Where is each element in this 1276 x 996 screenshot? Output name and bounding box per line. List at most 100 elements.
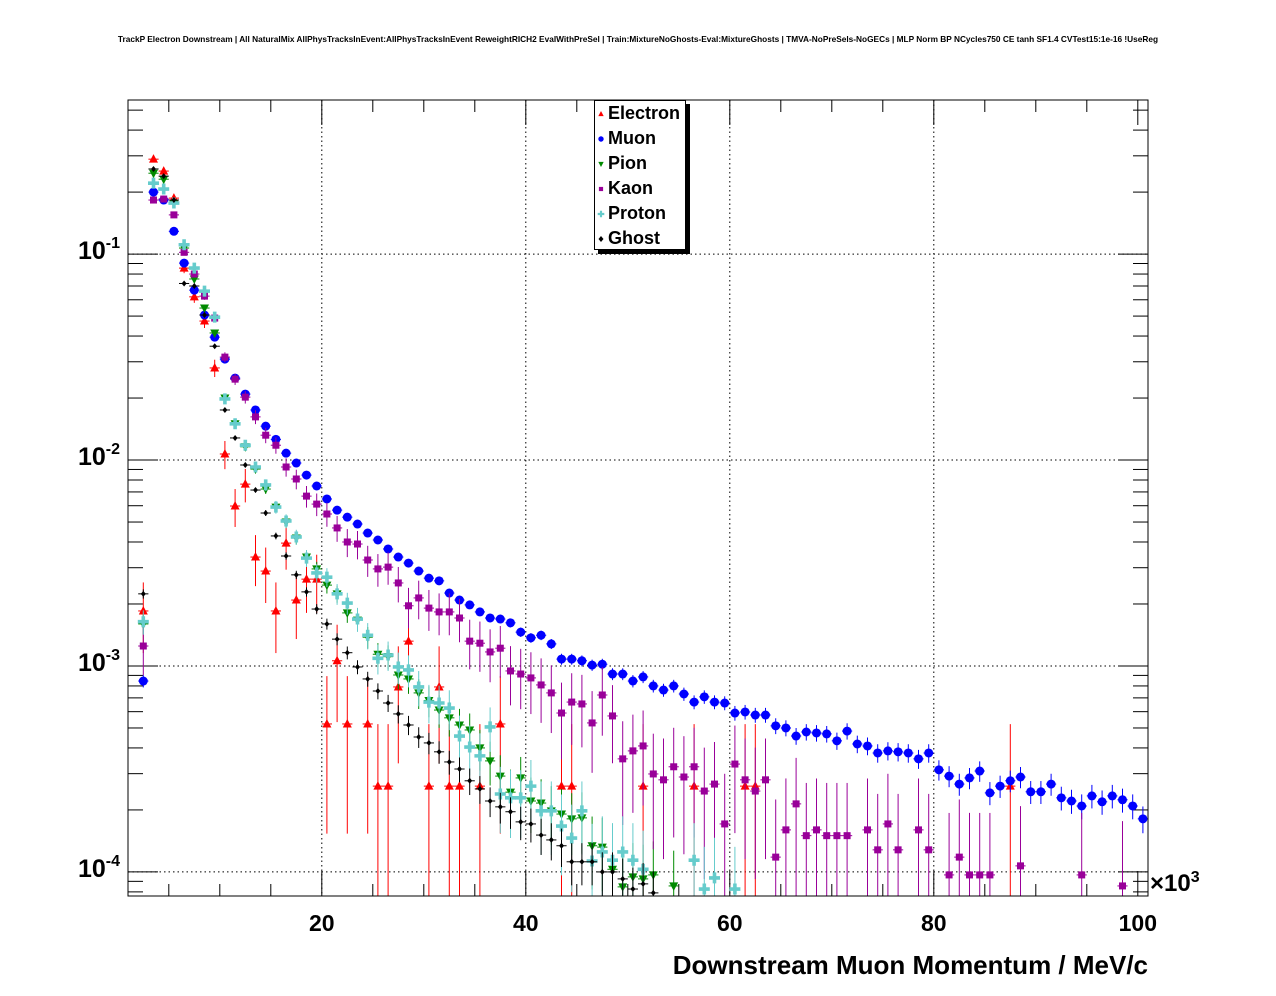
electron-marker bbox=[322, 718, 332, 728]
ghost-marker bbox=[385, 700, 391, 707]
data-point bbox=[189, 282, 200, 289]
data-point bbox=[342, 676, 353, 834]
data-point bbox=[536, 658, 547, 723]
proton-marker bbox=[515, 792, 527, 804]
x-tick-label: 80 bbox=[921, 910, 947, 936]
data-point bbox=[383, 724, 394, 896]
data-point bbox=[474, 776, 485, 804]
ghost-marker bbox=[487, 797, 493, 804]
y-tick-label: 10-4 bbox=[60, 853, 120, 884]
proton-marker bbox=[321, 571, 333, 583]
electron-marker bbox=[598, 110, 604, 116]
muon-marker bbox=[710, 697, 719, 707]
data-point bbox=[392, 652, 404, 685]
data-point bbox=[321, 494, 332, 504]
muon-marker bbox=[628, 676, 638, 686]
muon-marker bbox=[363, 528, 373, 538]
data-point bbox=[1076, 812, 1087, 896]
electron-marker bbox=[495, 718, 505, 728]
data-point bbox=[1005, 770, 1016, 793]
diamond-icon bbox=[598, 235, 604, 242]
data-point bbox=[811, 725, 822, 742]
data-point bbox=[627, 675, 638, 688]
muon-marker bbox=[281, 448, 291, 458]
legend-label: Muon bbox=[608, 128, 656, 148]
ghost-marker bbox=[589, 858, 595, 865]
muon-marker bbox=[1128, 801, 1138, 811]
data-point bbox=[148, 187, 159, 197]
electron-marker bbox=[281, 538, 291, 547]
data-point bbox=[250, 487, 261, 494]
muon-marker bbox=[608, 669, 617, 679]
data-point bbox=[188, 262, 200, 274]
data-point bbox=[607, 852, 618, 896]
data-point bbox=[587, 843, 598, 886]
kaon-marker bbox=[609, 712, 616, 720]
kaon-marker bbox=[568, 698, 576, 706]
muon-marker bbox=[903, 748, 913, 758]
ghost-marker bbox=[457, 766, 462, 773]
data-point bbox=[352, 660, 363, 675]
kaon-marker bbox=[425, 604, 433, 612]
data-point bbox=[423, 684, 435, 724]
y-tick-base: 10 bbox=[77, 648, 106, 677]
data-point bbox=[301, 550, 313, 568]
data-point bbox=[872, 744, 883, 763]
kaon-marker bbox=[558, 709, 565, 717]
muon-marker bbox=[587, 660, 597, 670]
data-point bbox=[587, 691, 598, 773]
data-point bbox=[872, 793, 883, 896]
data-point bbox=[382, 641, 394, 671]
data-point bbox=[260, 510, 271, 517]
data-point bbox=[434, 741, 445, 764]
proton-marker bbox=[382, 649, 394, 661]
data-point bbox=[791, 757, 802, 896]
data-point bbox=[698, 846, 710, 896]
data-point bbox=[944, 812, 955, 896]
data-point bbox=[199, 285, 210, 297]
y-tick-label: 10-1 bbox=[60, 235, 120, 266]
data-point bbox=[260, 421, 271, 431]
proton-marker bbox=[454, 730, 466, 742]
pion-marker bbox=[210, 329, 220, 338]
data-point bbox=[699, 690, 710, 704]
pion-marker bbox=[485, 757, 495, 766]
data-point bbox=[301, 485, 312, 508]
data-point bbox=[413, 727, 424, 748]
kaon-marker bbox=[445, 608, 453, 616]
kaon-marker bbox=[731, 760, 739, 768]
ghost-marker bbox=[293, 571, 299, 578]
triangle-up-icon bbox=[598, 110, 604, 116]
data-point bbox=[393, 552, 404, 562]
legend-marker bbox=[598, 235, 604, 242]
kaon-marker bbox=[476, 639, 484, 647]
electron-marker bbox=[404, 636, 413, 645]
data-point bbox=[444, 724, 455, 896]
data-point bbox=[280, 514, 292, 529]
ghost-marker bbox=[263, 510, 269, 517]
data-point bbox=[413, 566, 424, 576]
pion-marker bbox=[159, 175, 169, 185]
data-point bbox=[740, 704, 751, 720]
muon-marker bbox=[251, 405, 260, 415]
data-point bbox=[801, 782, 812, 896]
proton-marker bbox=[617, 846, 629, 858]
data-point bbox=[627, 867, 638, 896]
data-point bbox=[209, 311, 221, 323]
proton-marker bbox=[219, 393, 231, 405]
kaon-marker bbox=[333, 524, 341, 532]
data-point bbox=[709, 837, 720, 896]
data-point bbox=[342, 529, 353, 558]
data-point bbox=[179, 248, 190, 256]
muon-marker bbox=[863, 741, 872, 751]
series-electron bbox=[138, 154, 1016, 896]
ghost-marker bbox=[630, 886, 636, 893]
muon-marker bbox=[138, 676, 148, 686]
kaon-marker bbox=[527, 674, 535, 682]
pion-marker bbox=[149, 169, 158, 179]
data-point bbox=[240, 391, 251, 404]
data-point bbox=[689, 727, 700, 838]
data-point bbox=[668, 727, 679, 838]
ghost-marker bbox=[528, 820, 534, 827]
